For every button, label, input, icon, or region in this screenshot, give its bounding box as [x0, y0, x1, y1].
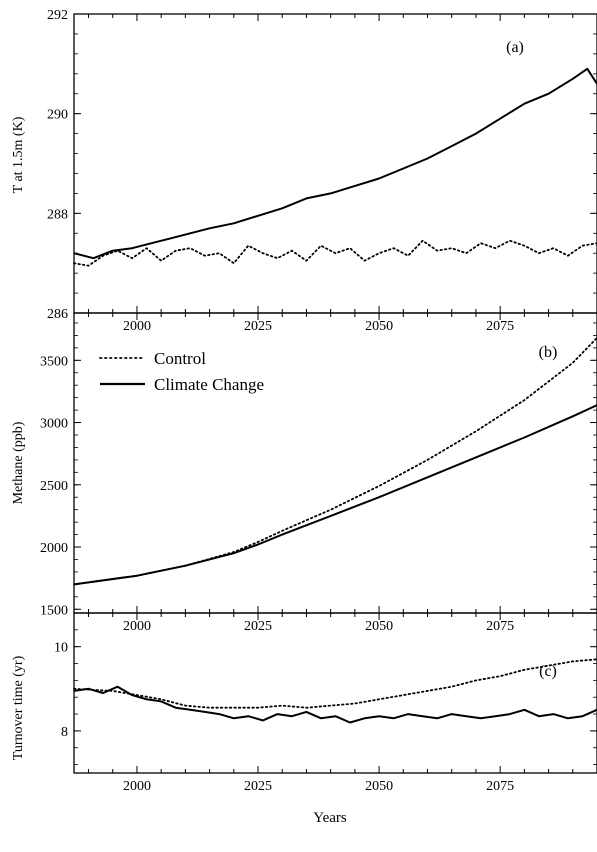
y-tick-label: 288: [47, 207, 68, 222]
panel-label: (c): [539, 663, 557, 680]
y-tick-label: 290: [47, 108, 68, 123]
x-tick-label: 2025: [244, 779, 272, 794]
y-tick-label: 3500: [40, 354, 68, 369]
x-tick-label: 2075: [486, 319, 514, 334]
series-line-climate: [73, 685, 597, 724]
y-tick-label: 3000: [40, 417, 68, 432]
plot-frame: [73, 13, 597, 314]
series-line-control: [73, 336, 597, 586]
legend: Control Climate Change: [99, 349, 264, 394]
x-tick-label: 2075: [486, 619, 514, 634]
panel-label: (b): [539, 344, 558, 361]
x-tick-label: 2000: [123, 319, 151, 334]
x-tick-label: 2050: [365, 319, 393, 334]
series-line-control: [73, 658, 597, 709]
series-line-control: [73, 239, 597, 267]
panel-b: 2000 2025 2050 2075 1500 2000 2500 3000 3500 Meth…: [11, 312, 597, 634]
x-tick-label: 2000: [123, 619, 151, 634]
y-tick-label: 8: [61, 725, 68, 740]
plot-frame: [73, 612, 597, 774]
x-tick-label: 2050: [365, 619, 393, 634]
y-axis-label: T at 1.5m (K): [11, 116, 26, 193]
y-tick-label: 10: [54, 641, 68, 656]
y-axis-label: Turnover time (yr): [11, 655, 26, 760]
series-line-climate: [73, 404, 597, 586]
legend-label: Climate Change: [154, 375, 264, 394]
y-tick-label: 1500: [40, 603, 68, 618]
x-tick-label: 2000: [123, 779, 151, 794]
x-tick-label: 2075: [486, 779, 514, 794]
x-axis-label: Years: [313, 810, 347, 826]
y-tick-label: 286: [47, 307, 68, 322]
y-axis-label: Methane (ppb): [11, 421, 26, 504]
y-tick-label: 2000: [40, 541, 68, 556]
legend-label: Control: [154, 349, 206, 368]
y-tick-label: 292: [47, 8, 68, 23]
y-tick-label: 2500: [40, 479, 68, 494]
plot-frame: [73, 312, 597, 614]
x-tick-label: 2025: [244, 319, 272, 334]
panel-c: 2000 2025 2050 2075 8 10 Turnover time (yr) (c): [11, 612, 597, 794]
series-line-climate: [73, 67, 597, 260]
x-tick-label: 2025: [244, 619, 272, 634]
x-tick-label: 2050: [365, 779, 393, 794]
panel-label: (a): [506, 39, 524, 56]
panel-a: 2000 2025 2050 2075 286 288 290 292 T at 1.5m (K…: [11, 8, 597, 334]
